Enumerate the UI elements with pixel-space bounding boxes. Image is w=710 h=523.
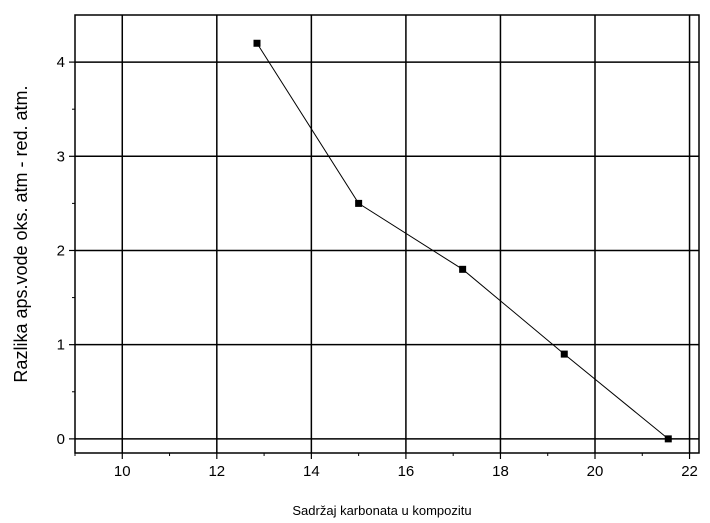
axis-ticks [69, 61, 691, 459]
x-tick-label: 20 [587, 463, 604, 480]
y-tick-label: 0 [57, 431, 65, 448]
data-series [253, 39, 672, 443]
data-point [459, 265, 467, 273]
x-tick-label: 22 [681, 463, 698, 480]
x-tick-label: 16 [398, 463, 415, 480]
y-tick-label: 4 [57, 54, 65, 71]
y-tick-label: 1 [57, 337, 65, 354]
grid-lines [75, 15, 699, 453]
y-tick-label: 3 [57, 148, 65, 165]
series-line [256, 42, 669, 440]
data-point [664, 435, 672, 443]
data-point [355, 199, 363, 207]
x-axis-title: Sadržaj karbonata u kompozitu [292, 503, 471, 518]
y-tick-label: 2 [57, 242, 65, 259]
data-point [253, 39, 261, 47]
y-axis-title: Razlika aps.vode oks. atm - red. atm. [11, 85, 31, 382]
x-tick-label: 14 [303, 463, 320, 480]
x-tick-label: 12 [208, 463, 225, 480]
data-point [560, 350, 568, 358]
x-tick-label: 18 [492, 463, 509, 480]
x-tick-label: 10 [114, 463, 131, 480]
plot-frame [74, 14, 700, 454]
